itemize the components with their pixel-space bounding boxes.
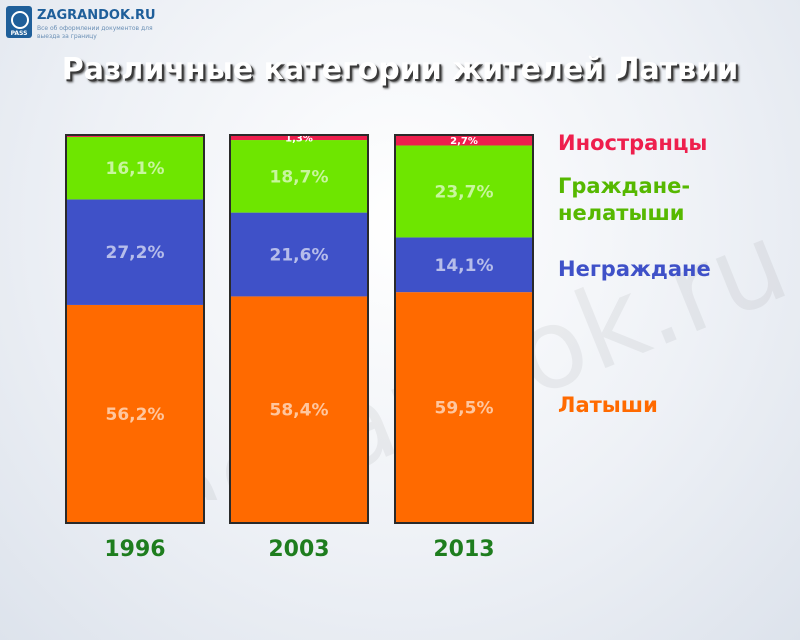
legend-entry: нелатыши xyxy=(558,201,684,225)
globe-icon xyxy=(11,11,29,29)
bar-segment xyxy=(395,145,533,238)
data-label: 18,7% xyxy=(270,167,329,187)
data-label: 2,7% xyxy=(450,136,478,147)
legend-entry: Неграждане xyxy=(558,257,711,281)
bar-segment xyxy=(230,140,368,213)
legend-entry: Граждане- xyxy=(558,174,690,198)
bar-segment xyxy=(395,237,533,293)
passport-icon: PASS xyxy=(6,6,32,38)
bar-segment xyxy=(395,292,533,523)
logo-tagline: Все об оформлении документов для выезда … xyxy=(37,25,153,40)
logo-site-name: ZAGRANDOK.RU xyxy=(37,8,156,23)
data-label: 58,4% xyxy=(270,401,329,421)
bar-outline xyxy=(229,134,369,524)
data-label: 59,5% xyxy=(435,399,494,419)
bar-outline xyxy=(65,134,205,524)
data-label: 56,2% xyxy=(106,405,165,425)
bar-segment xyxy=(66,136,204,200)
legend-entry: Латыши xyxy=(558,393,658,417)
bar-segment xyxy=(230,212,368,297)
bar-segment xyxy=(230,135,368,141)
data-label: 23,7% xyxy=(435,182,494,202)
data-label: 1,3% xyxy=(285,134,313,145)
category-label: 2003 xyxy=(268,537,329,562)
category-label: 1996 xyxy=(104,537,165,562)
bar-segment xyxy=(395,135,533,146)
data-label: 27,2% xyxy=(106,243,165,263)
logo-badge-text: PASS xyxy=(10,30,28,37)
category-label: 2013 xyxy=(433,537,494,562)
data-label: 21,6% xyxy=(270,246,329,266)
chart-title: Различные категории жителей Латвии xyxy=(61,52,739,87)
bar-segment xyxy=(66,199,204,305)
bar-segment xyxy=(66,304,204,523)
legend-entry: Иностранцы xyxy=(558,131,707,155)
site-logo: PASS ZAGRANDOK.RU Все об оформлении доку… xyxy=(6,6,206,46)
bar-outline xyxy=(394,134,534,524)
bar-segment xyxy=(230,296,368,523)
data-label: 14,1% xyxy=(435,256,494,276)
data-label: 16,1% xyxy=(106,159,165,179)
